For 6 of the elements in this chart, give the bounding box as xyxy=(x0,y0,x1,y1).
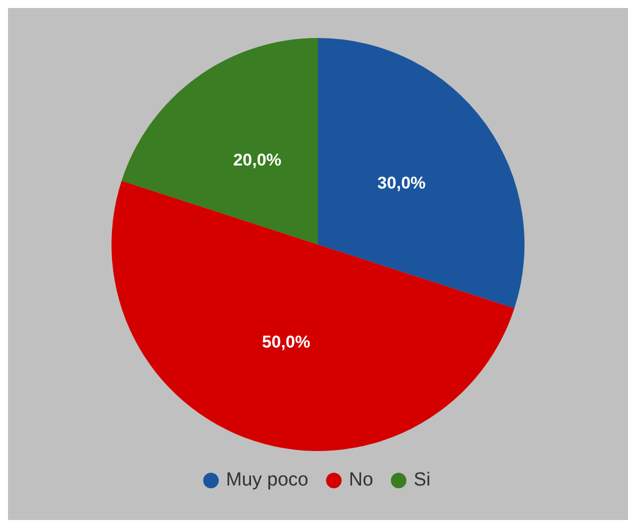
data-label: 20,0% xyxy=(233,150,282,170)
legend-label: No xyxy=(348,470,374,491)
legend-label: Si xyxy=(414,470,431,491)
data-label: 50,0% xyxy=(262,332,310,352)
legend-label: Muy poco xyxy=(226,470,308,491)
data-label: 30,0% xyxy=(377,174,426,192)
